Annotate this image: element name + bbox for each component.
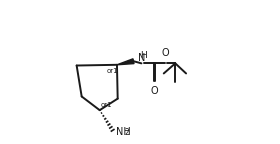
Text: H: H [140,51,147,60]
Text: N: N [138,53,145,63]
Text: NH: NH [116,127,131,137]
Text: or1: or1 [106,68,118,74]
Polygon shape [117,59,134,65]
Text: 2: 2 [125,128,129,137]
Text: O: O [162,48,169,58]
Text: O: O [150,86,158,96]
Text: or1: or1 [101,102,113,108]
